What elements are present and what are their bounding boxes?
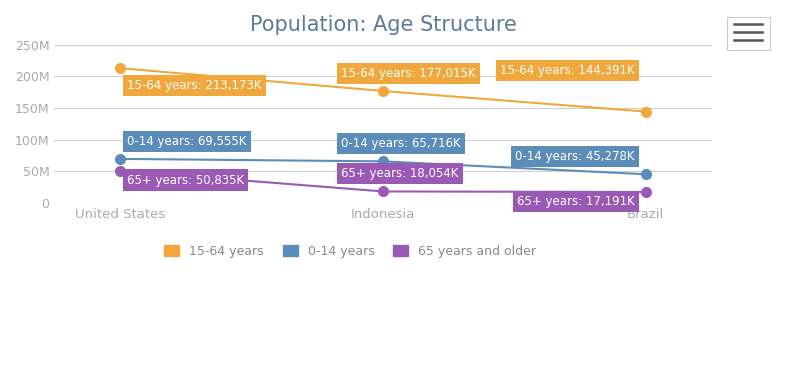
Text: 0-14 years: 45,278K: 0-14 years: 45,278K <box>515 150 634 163</box>
Text: 0-14 years: 65,716K: 0-14 years: 65,716K <box>341 137 461 150</box>
Text: 15-64 years: 144,391K: 15-64 years: 144,391K <box>500 64 634 77</box>
Text: 15-64 years: 177,015K: 15-64 years: 177,015K <box>341 67 476 80</box>
Text: 65+ years: 17,191K: 65+ years: 17,191K <box>517 195 634 208</box>
Text: 65+ years: 50,835K: 65+ years: 50,835K <box>127 174 245 186</box>
Text: 0-14 years: 69,555K: 0-14 years: 69,555K <box>127 135 246 148</box>
Legend: 15-64 years, 0-14 years, 65 years and older: 15-64 years, 0-14 years, 65 years and ol… <box>160 240 541 263</box>
Text: 65+ years: 18,054K: 65+ years: 18,054K <box>341 167 459 180</box>
Title: Population: Age Structure: Population: Age Structure <box>249 15 516 35</box>
Text: 15-64 years: 213,173K: 15-64 years: 213,173K <box>127 79 262 92</box>
